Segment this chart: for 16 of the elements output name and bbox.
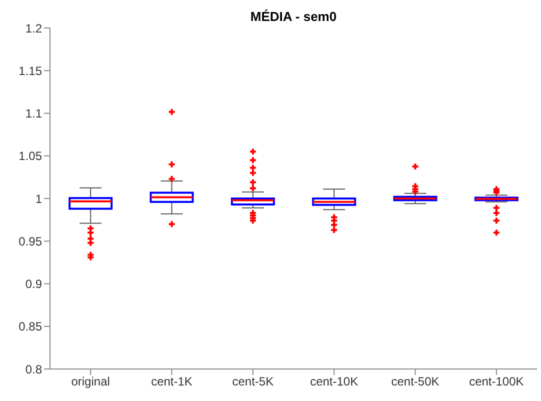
y-tick-label: 0.8	[25, 362, 42, 376]
y-tick-label: 0.9	[25, 277, 42, 292]
y-tick-label: 1	[35, 192, 42, 206]
chart-title: MÉDIA - sem0	[249, 8, 338, 26]
y-tick-label: 1.2	[25, 21, 42, 36]
x-tick-label: cent-100K	[469, 374, 524, 389]
x-tick-label: cent-50K	[391, 374, 440, 389]
y-tick-label: 1.05	[18, 149, 42, 164]
x-tick-label: cent-5K	[232, 374, 274, 389]
x-tick-label: cent-10K	[310, 374, 358, 389]
y-tick-label: 1.15	[18, 64, 42, 78]
y-tick-label: 0.95	[18, 234, 42, 248]
x-tick-label: original	[71, 374, 110, 389]
y-tick-label: 1.1	[25, 106, 42, 121]
x-tick-label: cent-1K	[151, 374, 192, 389]
y-tick-label: 0.85	[18, 320, 42, 334]
